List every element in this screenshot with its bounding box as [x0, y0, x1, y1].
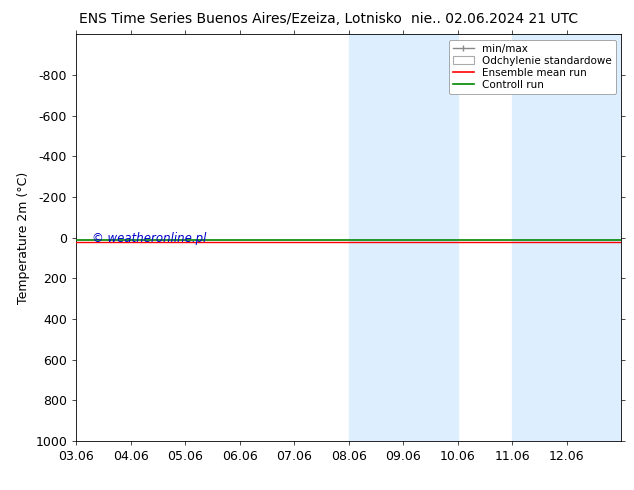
- Legend: min/max, Odchylenie standardowe, Ensemble mean run, Controll run: min/max, Odchylenie standardowe, Ensembl…: [449, 40, 616, 94]
- Bar: [349, 34, 403, 441]
- Text: nie.. 02.06.2024 21 UTC: nie.. 02.06.2024 21 UTC: [411, 12, 578, 26]
- Bar: [567, 34, 621, 441]
- Text: © weatheronline.pl: © weatheronline.pl: [93, 232, 207, 245]
- Y-axis label: Temperature 2m (°C): Temperature 2m (°C): [16, 172, 30, 304]
- Bar: [403, 34, 458, 441]
- Bar: [512, 34, 567, 441]
- Text: ENS Time Series Buenos Aires/Ezeiza, Lotnisko: ENS Time Series Buenos Aires/Ezeiza, Lot…: [79, 12, 403, 26]
